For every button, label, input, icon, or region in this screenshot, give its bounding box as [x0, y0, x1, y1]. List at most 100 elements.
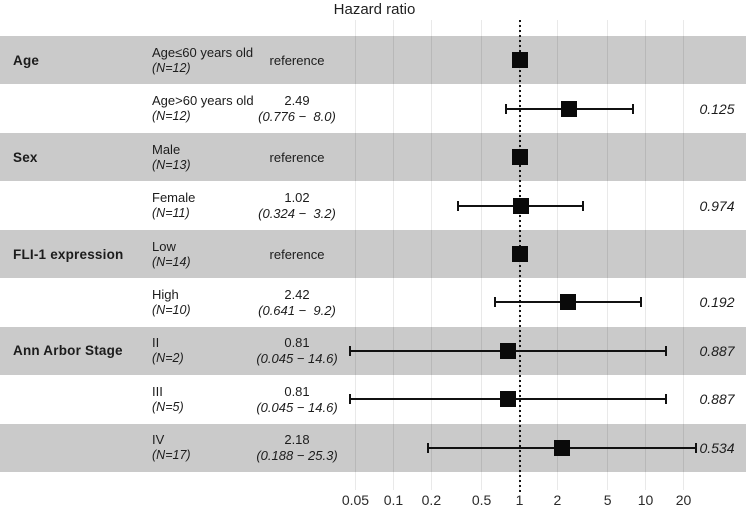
estimate-text: 1.02	[284, 190, 310, 206]
row-band-gray	[0, 36, 746, 85]
hr-square-marker	[499, 391, 516, 408]
ci-text: (0.776 − 8.0)	[258, 109, 336, 125]
x-tick-label: 0.1	[383, 492, 404, 508]
level-text: Age≤60 years old	[152, 44, 254, 60]
ci-cap-left	[426, 442, 429, 453]
x-tick-label: 5	[603, 492, 612, 508]
estimate-text: 2.42	[284, 286, 310, 302]
ci-text: (0.188 − 25.3)	[256, 448, 338, 464]
row-level-label: Low (N=14)	[152, 230, 191, 278]
estimate-text: 2.18	[284, 432, 310, 448]
ci-text: (0.641 − 9.2)	[258, 302, 336, 318]
ci-cap-right	[632, 103, 635, 114]
row-group-label: Sex	[13, 133, 38, 181]
estimate-text: reference	[269, 149, 325, 165]
row-level-label: II (N=2)	[152, 327, 184, 375]
row-level-label: Female (N=11)	[152, 181, 195, 229]
row-level-label: Age>60 years old (N=12)	[152, 84, 254, 132]
ci-cap-left	[504, 103, 507, 114]
ci-cap-right	[640, 297, 642, 308]
ci-cap-left	[348, 394, 351, 405]
row-p-value: 0.887	[677, 375, 749, 423]
ci-text: (0.045 − 14.6)	[256, 399, 338, 415]
ci-cap-left	[494, 297, 497, 308]
group-label-text: FLI-1 expression	[13, 246, 124, 262]
group-label-text: Sex	[13, 149, 38, 165]
estimate-text: 0.81	[284, 335, 310, 351]
row-level-label: High (N=10)	[152, 278, 191, 326]
row-p-value: 0.887	[677, 327, 749, 375]
level-text: Female	[152, 190, 196, 206]
row-estimate: reference	[216, 133, 378, 181]
row-group-label: Age	[13, 36, 39, 84]
x-tick-label: 0.5	[471, 492, 492, 508]
row-group-label: Ann Arbor Stage	[13, 327, 123, 375]
estimate-text: 0.81	[284, 383, 310, 399]
row-group-label: FLI-1 expression	[13, 230, 123, 278]
estimate-text: reference	[269, 246, 325, 262]
row-band-gray	[0, 132, 746, 182]
x-gridline	[645, 20, 647, 490]
x-tick-label: 2	[553, 492, 562, 508]
n-count-text: (N=5)	[152, 399, 184, 414]
n-count-text: (N=10)	[152, 302, 191, 317]
estimate-text: reference	[269, 52, 325, 68]
n-count-text: (N=12)	[152, 109, 191, 124]
x-gridline	[430, 20, 432, 490]
ci-cap-left	[456, 200, 459, 211]
p-value-text: 0.534	[699, 439, 735, 456]
level-text: II	[152, 335, 160, 351]
hr-square-marker	[511, 246, 528, 263]
hr-square-marker	[511, 52, 528, 69]
ci-cap-right	[665, 345, 668, 356]
p-value-text: 0.887	[699, 391, 735, 408]
row-estimate: 0.81 (0.045 − 14.6)	[216, 327, 378, 375]
row-estimate: 2.49 (0.776 − 8.0)	[216, 84, 378, 132]
row-level-label: III (N=5)	[152, 375, 184, 423]
x-gridline	[392, 20, 394, 490]
hr-square-marker	[499, 342, 516, 359]
level-text: Low	[152, 238, 176, 254]
x-tick-label: 20	[675, 492, 692, 508]
hr-square-marker	[554, 439, 571, 456]
group-label-text: Age	[13, 52, 40, 68]
level-text: Male	[152, 141, 181, 157]
hr-square-marker	[512, 197, 529, 214]
p-value-text: 0.192	[699, 294, 735, 311]
level-text: IV	[152, 432, 165, 448]
x-gridline	[354, 20, 356, 490]
x-tick-label: 10	[637, 492, 654, 508]
hr-square-marker	[559, 294, 576, 311]
n-count-text: (N=14)	[152, 254, 191, 269]
n-count-text: (N=2)	[152, 351, 184, 366]
estimate-text: 2.49	[284, 93, 310, 109]
row-level-label: Age≤60 years old (N=12)	[152, 36, 253, 84]
row-estimate: 0.81 (0.045 − 14.6)	[216, 375, 378, 423]
n-count-text: (N=17)	[152, 448, 191, 463]
row-estimate: 2.18 (0.188 − 25.3)	[216, 424, 378, 472]
p-value-text: 0.887	[699, 342, 735, 359]
x-tick-label: 0.05	[341, 492, 370, 508]
level-text: Age>60 years old	[152, 93, 254, 109]
row-estimate: 1.02 (0.324 − 3.2)	[216, 181, 378, 229]
row-p-value: 0.125	[677, 84, 749, 132]
p-value-text: 0.974	[699, 197, 735, 214]
ci-text: (0.045 − 14.6)	[256, 351, 338, 367]
ci-text: (0.324 − 3.2)	[258, 206, 336, 222]
n-count-text: (N=12)	[152, 60, 191, 75]
x-gridline	[481, 20, 483, 490]
n-count-text: (N=11)	[152, 206, 190, 221]
ci-cap-right	[582, 200, 585, 211]
row-estimate: 2.42 (0.641 − 9.2)	[216, 278, 378, 326]
row-estimate: reference	[216, 36, 378, 84]
hr-square-marker	[511, 149, 528, 166]
x-gridline	[607, 20, 609, 490]
row-p-value: 0.534	[677, 424, 749, 472]
chart-title: Hazard ratio	[333, 1, 416, 18]
level-text: High	[152, 286, 179, 302]
ci-cap-right	[695, 442, 698, 453]
x-tick-label: 1	[515, 492, 524, 508]
row-p-value: 0.974	[677, 181, 749, 229]
hr-square-marker	[561, 100, 578, 117]
level-text: III	[152, 383, 163, 399]
